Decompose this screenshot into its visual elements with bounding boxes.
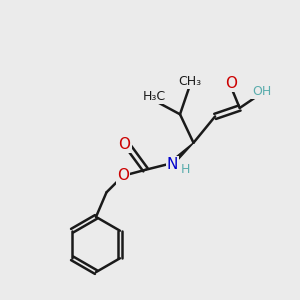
Text: O: O <box>225 76 237 91</box>
Text: N: N <box>167 157 178 172</box>
Text: OH: OH <box>252 85 272 98</box>
Text: O: O <box>118 137 130 152</box>
Text: O: O <box>117 168 129 183</box>
Text: H₃C: H₃C <box>142 90 166 103</box>
Text: CH₃: CH₃ <box>178 75 201 88</box>
Text: H: H <box>181 163 190 176</box>
Polygon shape <box>170 143 194 165</box>
